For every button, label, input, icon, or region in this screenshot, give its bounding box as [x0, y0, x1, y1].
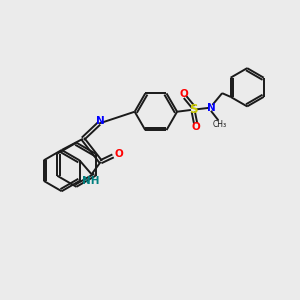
Text: O: O [191, 122, 200, 132]
Text: N: N [96, 116, 104, 126]
Text: O: O [179, 89, 188, 99]
Text: N: N [207, 103, 215, 113]
Text: CH₃: CH₃ [213, 120, 227, 129]
Text: S: S [189, 103, 197, 116]
Text: NH: NH [82, 176, 100, 186]
Text: O: O [115, 149, 123, 159]
